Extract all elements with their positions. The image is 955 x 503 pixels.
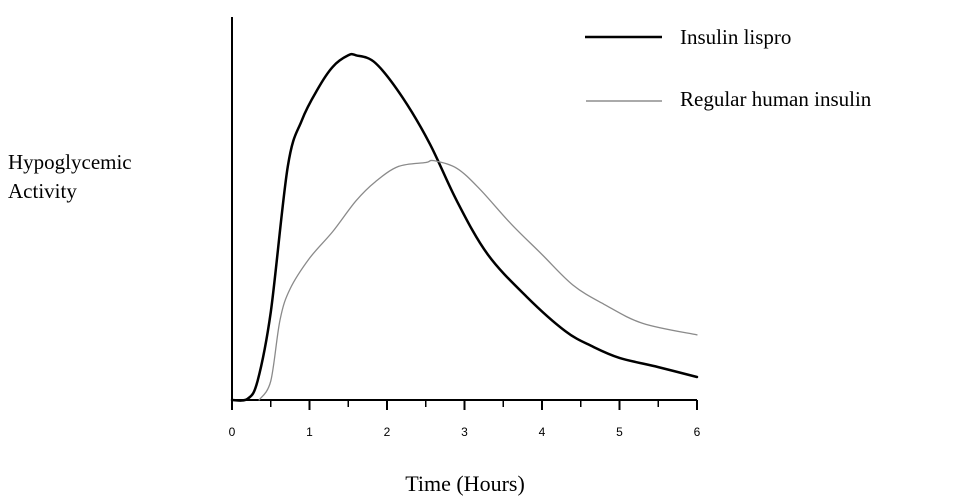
x-tick-label: 6 <box>694 425 701 439</box>
x-tick-label: 3 <box>461 425 468 439</box>
x-tick-label: 0 <box>229 425 236 439</box>
series-line-regular-human-insulin <box>258 159 698 401</box>
axes <box>231 17 697 401</box>
x-axis-label: Time (Hours) <box>405 471 525 496</box>
x-ticks: 0 1 2 3 4 5 6 <box>229 400 701 439</box>
y-axis-label-line2: Activity <box>8 179 77 203</box>
y-axis-label-line1: Hypoglycemic <box>8 150 132 174</box>
x-tick-label: 4 <box>539 425 546 439</box>
series-line-insulin-lispro <box>230 52 699 402</box>
legend-label-regular-human-insulin: Regular human insulin <box>680 87 872 111</box>
series-lines <box>230 52 699 402</box>
x-tick-label: 5 <box>616 425 623 439</box>
x-tick-label: 2 <box>384 425 391 439</box>
legend: Insulin lispro Regular human insulin <box>585 25 872 111</box>
x-tick-label: 1 <box>306 425 313 439</box>
legend-label-insulin-lispro: Insulin lispro <box>680 25 791 49</box>
